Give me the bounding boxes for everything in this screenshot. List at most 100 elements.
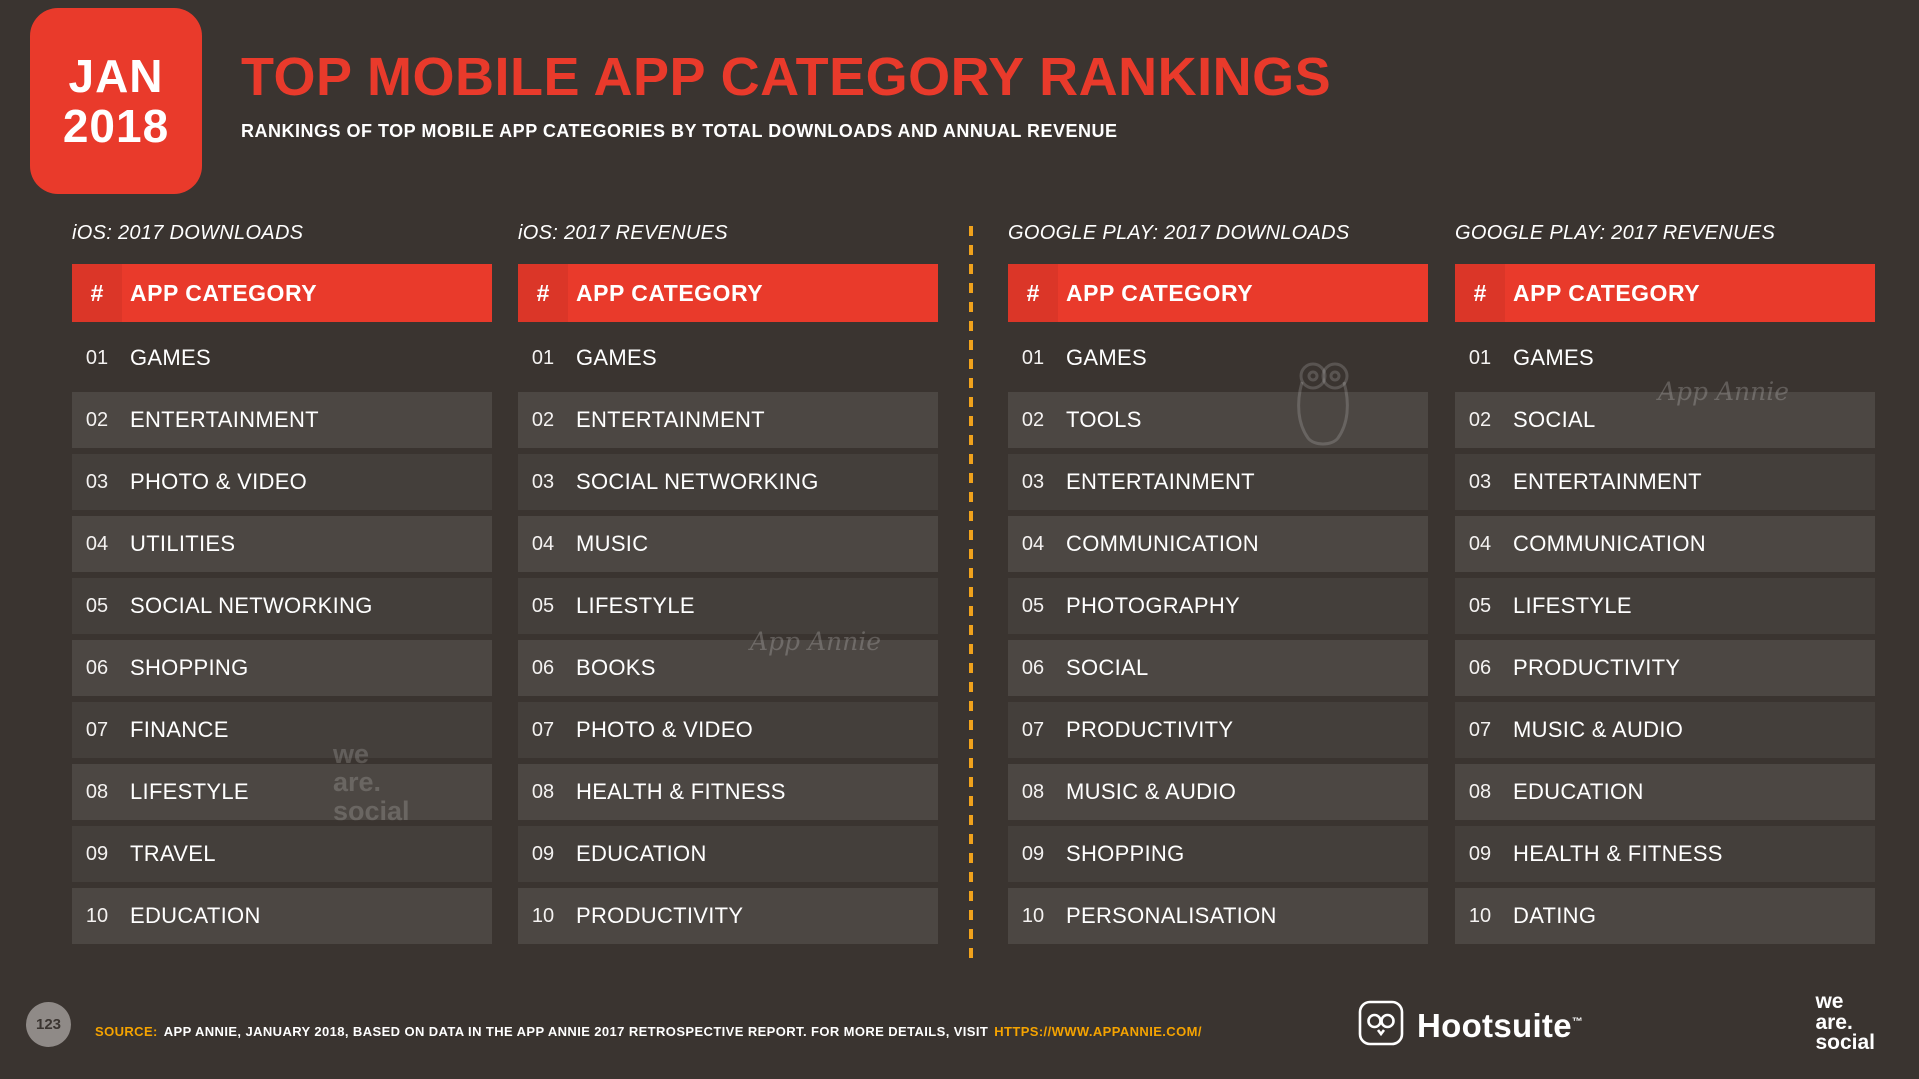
table-row: 03 PHOTO & VIDEO <box>72 454 492 510</box>
rank: 02 <box>85 408 109 431</box>
rank: 04 <box>1021 532 1045 555</box>
table-row: 02 ENTERTAINMENT <box>518 392 938 448</box>
rank: 09 <box>85 842 109 865</box>
column-header-category: APP CATEGORY <box>130 279 318 306</box>
category: PRODUCTIVITY <box>1513 655 1681 680</box>
table-row: 06 BOOKS <box>518 640 938 696</box>
rank: 08 <box>85 780 109 803</box>
category: COMMUNICATION <box>1066 531 1259 556</box>
category: PHOTOGRAPHY <box>1066 593 1241 618</box>
table-row: 06 SHOPPING <box>72 640 492 696</box>
rank: 06 <box>85 656 109 679</box>
table-row: 02 TOOLS <box>1008 392 1428 448</box>
badge-month: JAN <box>68 49 164 102</box>
category: GAMES <box>576 345 657 370</box>
rank: 04 <box>85 532 109 555</box>
table-row: 09 HEALTH & FITNESS <box>1455 826 1875 882</box>
table-title: GOOGLE PLAY: 2017 DOWNLOADS <box>1008 222 1350 244</box>
table-row: 05 PHOTOGRAPHY <box>1008 578 1428 634</box>
category: PRODUCTIVITY <box>1066 717 1234 742</box>
table-row: 09 SHOPPING <box>1008 826 1428 882</box>
column-header-rank: # <box>518 264 568 322</box>
category: SOCIAL NETWORKING <box>130 593 373 618</box>
rank: 02 <box>1021 408 1045 431</box>
rank: 08 <box>531 780 555 803</box>
column-header-rank: # <box>1455 264 1505 322</box>
page-subtitle: RANKINGS OF TOP MOBILE APP CATEGORIES BY… <box>241 121 1118 141</box>
table-row: 10 PRODUCTIVITY <box>518 888 938 944</box>
page-number: 123 <box>26 1002 71 1047</box>
table-row: 05 SOCIAL NETWORKING <box>72 578 492 634</box>
category: SOCIAL <box>1066 655 1149 680</box>
table-row: 04 MUSIC <box>518 516 938 572</box>
category: HEALTH & FITNESS <box>576 779 786 804</box>
badge-year: 2018 <box>62 100 170 152</box>
category: EDUCATION <box>1513 779 1644 804</box>
table-row: 03 ENTERTAINMENT <box>1455 454 1875 510</box>
column-header-category: APP CATEGORY <box>1513 279 1701 306</box>
category: LIFESTYLE <box>576 593 695 618</box>
table-row: 09 TRAVEL <box>72 826 492 882</box>
table-row: 01 GAMES <box>1008 330 1428 386</box>
category: GAMES <box>130 345 211 370</box>
rank: 02 <box>1468 408 1492 431</box>
rank: 03 <box>1468 470 1492 493</box>
date-badge: JAN 2018 <box>30 8 202 194</box>
table-row: 01 GAMES <box>72 330 492 386</box>
ranking-table-googleplay-downloads: GOOGLE PLAY: 2017 DOWNLOADS # APP CATEGO… <box>1008 222 1428 950</box>
table-row: 02 ENTERTAINMENT <box>72 392 492 448</box>
category: GAMES <box>1513 345 1594 370</box>
rank: 05 <box>531 594 555 617</box>
table-header-row: # APP CATEGORY <box>1455 264 1875 322</box>
table-header-row: # APP CATEGORY <box>518 264 938 322</box>
rank: 07 <box>85 718 109 741</box>
category: DATING <box>1513 903 1597 928</box>
table-row: 10 PERSONALISATION <box>1008 888 1428 944</box>
category: MUSIC & AUDIO <box>1066 779 1237 804</box>
category: EDUCATION <box>130 903 261 928</box>
column-header-rank: # <box>72 264 122 322</box>
table-row: 09 EDUCATION <box>518 826 938 882</box>
rank: 09 <box>1021 842 1045 865</box>
category: SOCIAL <box>1513 407 1596 432</box>
category: PERSONALISATION <box>1066 903 1277 928</box>
rank: 10 <box>1021 904 1045 927</box>
rank: 06 <box>1021 656 1045 679</box>
header: TOP MOBILE APP CATEGORY RANKINGS RANKING… <box>241 50 1331 142</box>
logo-line: we <box>1815 990 1844 1013</box>
category: PRODUCTIVITY <box>576 903 744 928</box>
rank: 09 <box>1468 842 1492 865</box>
category: SHOPPING <box>130 655 249 680</box>
table-row: 03 ENTERTAINMENT <box>1008 454 1428 510</box>
source-link[interactable]: HTTPS://WWW.APPANNIE.COM/ <box>994 1024 1202 1039</box>
category: TOOLS <box>1066 407 1142 432</box>
category: COMMUNICATION <box>1513 531 1706 556</box>
rank: 07 <box>1468 718 1492 741</box>
category: UTILITIES <box>130 531 236 556</box>
table-row: 07 PHOTO & VIDEO <box>518 702 938 758</box>
table-row: 10 EDUCATION <box>72 888 492 944</box>
table-row: 06 SOCIAL <box>1008 640 1428 696</box>
category: BOOKS <box>576 655 656 680</box>
hootsuite-name: Hootsuite <box>1417 1006 1572 1044</box>
page-title: TOP MOBILE APP CATEGORY RANKINGS <box>241 47 1332 107</box>
table-title: GOOGLE PLAY: 2017 REVENUES <box>1455 222 1776 244</box>
rank: 01 <box>1021 346 1045 369</box>
table-row: 10 DATING <box>1455 888 1875 944</box>
table-row: 08 EDUCATION <box>1455 764 1875 820</box>
table-row: 04 UTILITIES <box>72 516 492 572</box>
table-row: 04 COMMUNICATION <box>1008 516 1428 572</box>
category: TRAVEL <box>130 841 216 866</box>
table-title: iOS: 2017 REVENUES <box>518 222 728 244</box>
dashed-divider <box>969 226 973 964</box>
rank: 10 <box>85 904 109 927</box>
rank: 01 <box>85 346 109 369</box>
rank: 04 <box>1468 532 1492 555</box>
table-row: 07 FINANCE <box>72 702 492 758</box>
ranking-table-googleplay-revenues: GOOGLE PLAY: 2017 REVENUES # APP CATEGOR… <box>1455 222 1875 950</box>
rank: 06 <box>1468 656 1492 679</box>
category: MUSIC & AUDIO <box>1513 717 1684 742</box>
source-text: APP ANNIE, JANUARY 2018, BASED ON DATA I… <box>163 1024 989 1039</box>
table-row: 05 LIFESTYLE <box>1455 578 1875 634</box>
